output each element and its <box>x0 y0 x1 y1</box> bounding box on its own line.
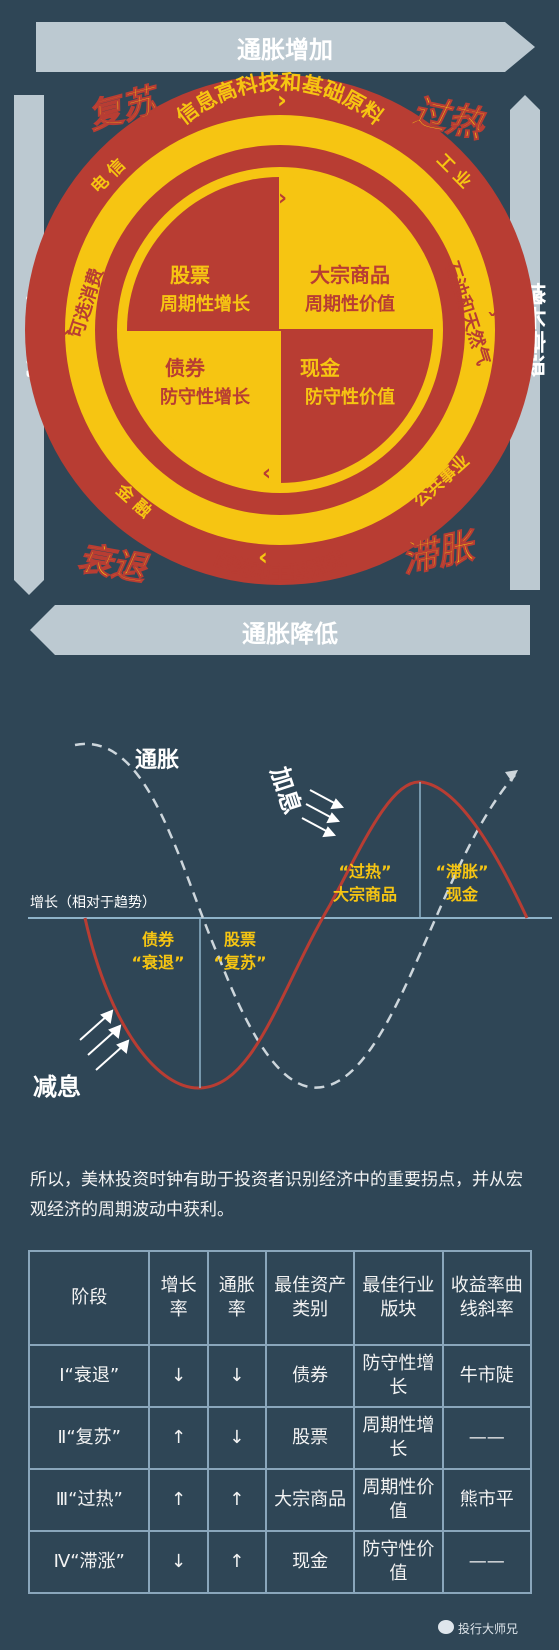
quadrant-commodities <box>280 177 433 330</box>
rate-hike-arrows <box>301 789 345 838</box>
inflation-down-arrow <box>30 605 530 655</box>
quadrant-stocks <box>127 177 280 330</box>
svg-text:›: › <box>277 86 287 114</box>
inflation-label: 通胀 <box>135 748 179 773</box>
investment-clock-table: 阶段 增长率 通胀率 最佳资产类别 最佳行业版块 收益率曲线斜率 Ⅰ“衰退” ↓… <box>27 1250 533 1594</box>
table-row: Ⅳ“滞涨” ↓ ↑ 现金 防守性价值 —— <box>27 1530 533 1594</box>
header-yield-slope: 收益率曲线斜率 <box>441 1250 533 1346</box>
header-inflation: 通胀率 <box>206 1250 267 1346</box>
inflation-up-arrow <box>36 22 535 72</box>
svg-text:ˇ: ˇ <box>487 311 498 336</box>
phase-stagflation-line2: 现金 <box>446 885 479 904</box>
rate-cut-label: 减息 <box>33 1073 81 1101</box>
inflation-down-label: 通胀降低 <box>242 620 338 648</box>
svg-text:‸: ‸ <box>60 311 76 336</box>
bonds-label: 债券 <box>165 356 206 380</box>
header-phase: 阶段 <box>27 1250 151 1346</box>
bonds-sublabel: 防守性增长 <box>160 386 251 408</box>
corner-recession: 衰退 <box>75 539 152 591</box>
commodities-label: 大宗商品 <box>310 263 390 287</box>
growth-axis-label: 增长（相对于趋势） <box>30 895 156 911</box>
svg-text:‹: ‹ <box>258 543 268 571</box>
phase-recession-line2: “衰退” <box>131 953 184 972</box>
header-best-asset: 最佳资产类别 <box>264 1250 356 1346</box>
phase-overheat-line1: “过热” <box>338 862 391 881</box>
table-header-row: 阶段 增长率 通胀率 最佳资产类别 最佳行业版块 收益率曲线斜率 <box>27 1250 533 1346</box>
phase-stagflation-line1: “滞胀” <box>435 862 488 881</box>
quadrant-cash <box>280 330 433 483</box>
rate-cut-arrows <box>79 1009 130 1071</box>
cash-label: 现金 <box>300 356 341 380</box>
phase-recovery-line2: “复苏” <box>213 953 266 972</box>
inflation-up-label: 通胀增加 <box>237 36 333 64</box>
table-row: Ⅲ“过热” ↑ ↑ 大宗商品 周期性价值 熊市平 <box>27 1468 533 1532</box>
quadrant-bonds <box>127 330 280 483</box>
rate-hike-label: 加息 <box>265 763 306 817</box>
watermark-text: 投行大师兄 <box>458 1622 519 1636</box>
growth-curve <box>83 780 529 1090</box>
wechat-icon <box>438 1620 454 1634</box>
svg-text:‹: ‹ <box>262 461 271 486</box>
table-row: Ⅰ“衰退” ↓ ↓ 债券 防守性增长 牛市陡 <box>27 1344 533 1408</box>
header-growth: 增长率 <box>148 1250 209 1346</box>
stocks-label: 股票 <box>170 263 210 287</box>
header-best-sector: 最佳行业版块 <box>353 1250 444 1346</box>
commodities-sublabel: 周期性价值 <box>305 293 395 315</box>
table-row: Ⅱ“复苏” ↑ ↓ 股票 周期性增长 —— <box>27 1406 533 1470</box>
phase-recession-line1: 债券 <box>142 930 175 949</box>
svg-text:›: › <box>278 186 287 211</box>
phase-recovery-line1: 股票 <box>224 930 256 949</box>
stocks-sublabel: 周期性增长 <box>160 293 251 315</box>
inflation-curve <box>74 742 516 1089</box>
summary-paragraph: 所以，美林投资时钟有助于投资者识别经济中的重要拐点，并从宏观经济的周期波动中获利… <box>30 1170 523 1220</box>
cash-sublabel: 防守性价值 <box>305 386 395 408</box>
phase-overheat-line2: 大宗商品 <box>333 885 397 904</box>
